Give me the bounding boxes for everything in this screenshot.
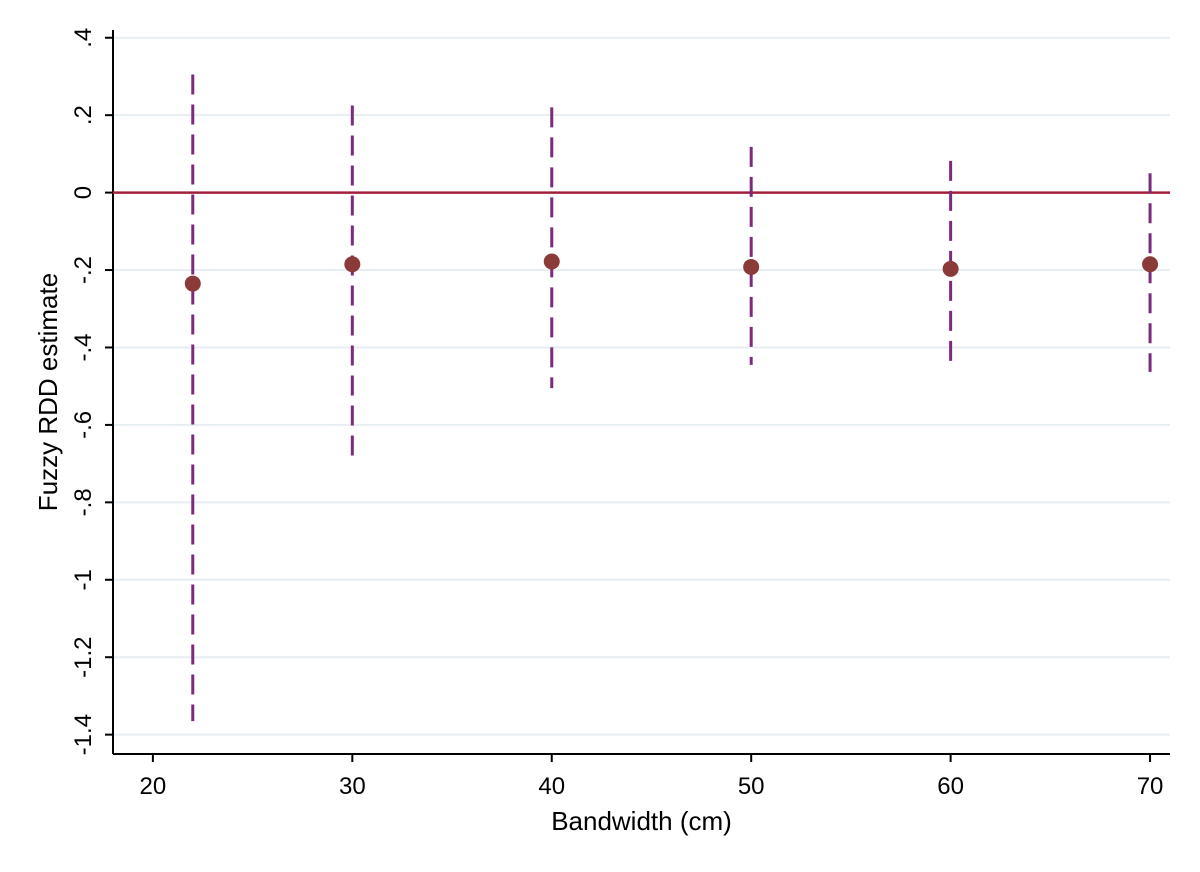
point-estimate	[743, 258, 760, 275]
y-tick-label: .2	[70, 105, 97, 125]
y-tick-label: -.4	[70, 333, 97, 361]
y-axis-ticks: .4 .2 0 -.2 -.4 -.6 -.8 -1 -1.2 -1.4	[70, 28, 113, 755]
x-axis-ticks: 20 30 40 50 60 70	[140, 754, 1164, 800]
x-tick-label: 20	[140, 773, 167, 800]
point-estimate	[543, 253, 560, 270]
point-estimate	[344, 256, 361, 273]
point-estimates	[184, 253, 1159, 292]
point-estimate	[184, 275, 201, 292]
point-estimate	[942, 260, 959, 277]
axes	[112, 30, 1170, 755]
confidence-intervals	[191, 74, 1152, 722]
y-tick-label: -.8	[70, 488, 97, 516]
x-tick-label: 60	[937, 773, 964, 800]
x-tick-label: 30	[339, 773, 366, 800]
y-tick-label: -1.2	[70, 637, 97, 678]
y-tick-label: .4	[70, 28, 97, 48]
y-tick-label: -1	[70, 569, 97, 590]
y-tick-label: -1.4	[70, 714, 97, 755]
y-tick-label: -.2	[70, 256, 97, 284]
x-axis-title: Bandwidth (cm)	[551, 806, 732, 836]
grid-lines	[113, 36, 1170, 736]
y-tick-label: -.6	[70, 411, 97, 439]
x-tick-label: 40	[538, 773, 565, 800]
x-tick-label: 50	[738, 773, 765, 800]
point-estimate	[1142, 256, 1159, 273]
y-tick-label: 0	[70, 186, 97, 199]
x-tick-label: 70	[1137, 773, 1164, 800]
y-axis-title: Fuzzy RDD estimate	[33, 273, 63, 511]
